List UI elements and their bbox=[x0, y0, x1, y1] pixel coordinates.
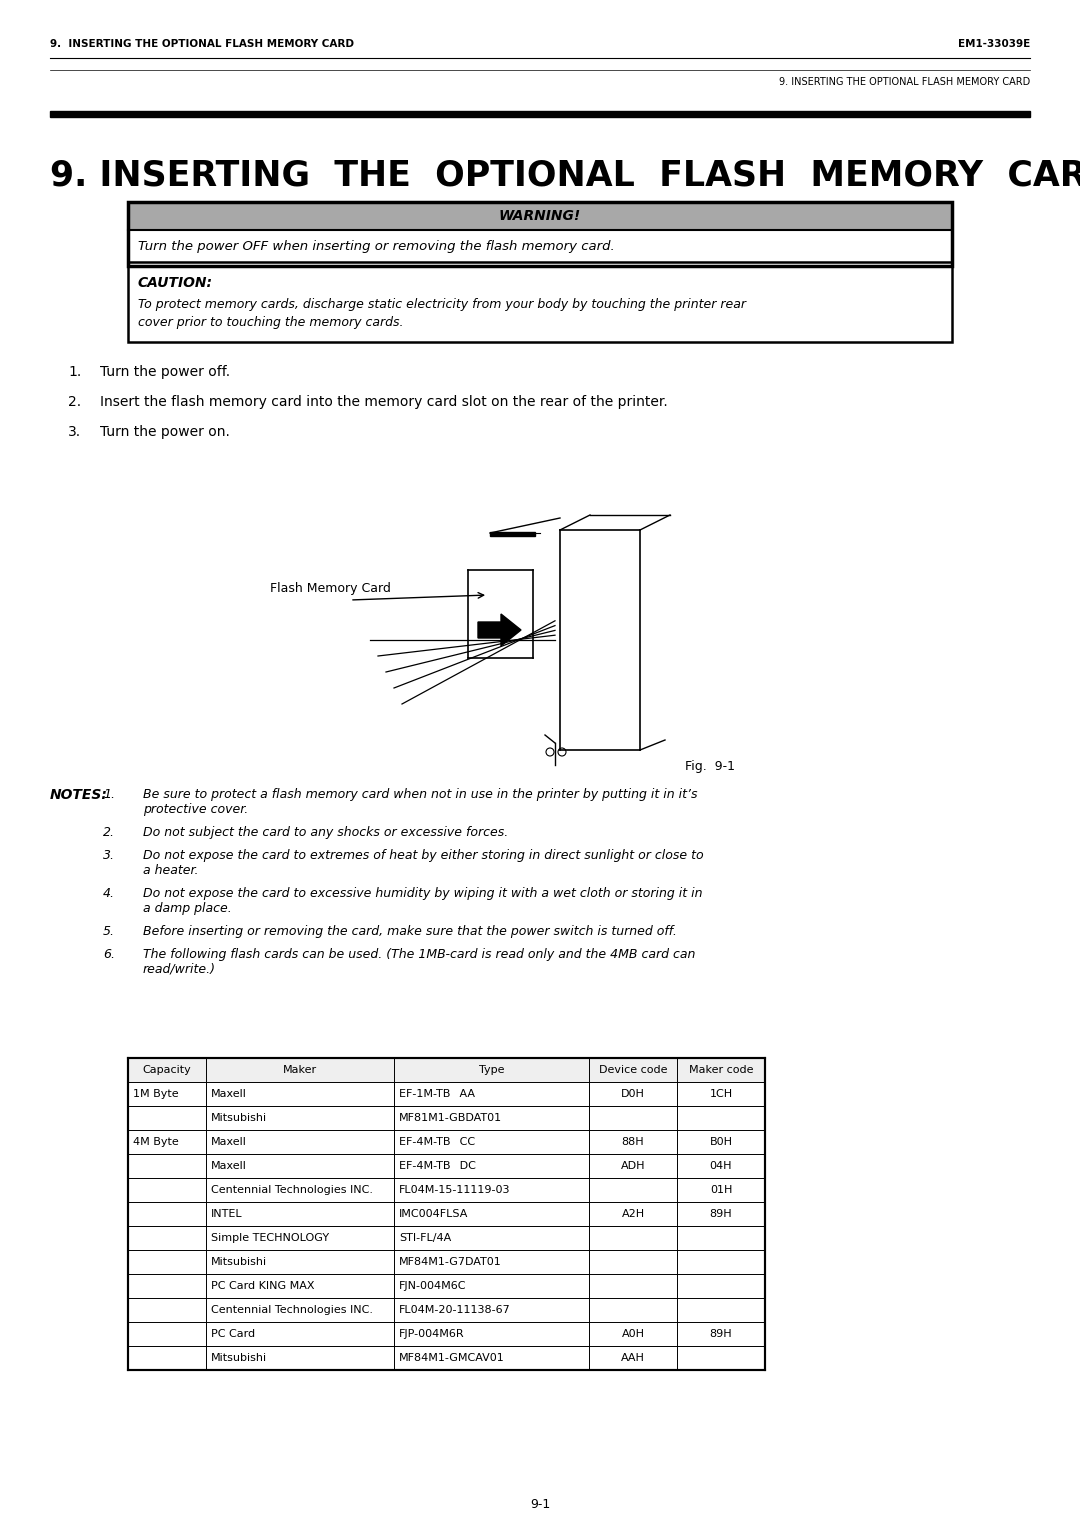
Text: A0H: A0H bbox=[621, 1328, 645, 1339]
Text: Mitsubishi: Mitsubishi bbox=[211, 1257, 267, 1267]
Text: Maxell: Maxell bbox=[211, 1089, 247, 1100]
Text: 9.  INSERTING THE OPTIONAL FLASH MEMORY CARD: 9. INSERTING THE OPTIONAL FLASH MEMORY C… bbox=[50, 40, 354, 49]
Text: Do not subject the card to any shocks or excessive forces.: Do not subject the card to any shocks or… bbox=[143, 827, 509, 839]
Bar bbox=[490, 532, 535, 535]
Text: 04H: 04H bbox=[710, 1161, 732, 1171]
Text: Turn the power on.: Turn the power on. bbox=[100, 425, 230, 439]
Text: The following flash cards can be used. (The 1MB-card is read only and the 4MB ca: The following flash cards can be used. (… bbox=[143, 949, 696, 961]
Text: MF84M1-GMCAV01: MF84M1-GMCAV01 bbox=[399, 1353, 504, 1363]
Text: FJP-004M6R: FJP-004M6R bbox=[399, 1328, 464, 1339]
Text: Mitsubishi: Mitsubishi bbox=[211, 1113, 267, 1122]
Text: MF84M1-G7DAT01: MF84M1-G7DAT01 bbox=[399, 1257, 502, 1267]
Text: Be sure to protect a flash memory card when not in use in the printer by putting: Be sure to protect a flash memory card w… bbox=[143, 788, 698, 801]
Text: Before inserting or removing the card, make sure that the power switch is turned: Before inserting or removing the card, m… bbox=[143, 926, 677, 938]
Text: 1CH: 1CH bbox=[710, 1089, 732, 1100]
Text: 5.: 5. bbox=[103, 926, 114, 938]
Text: Do not expose the card to excessive humidity by wiping it with a wet cloth or st: Do not expose the card to excessive humi… bbox=[143, 888, 702, 900]
Text: 3.: 3. bbox=[68, 425, 81, 439]
Text: A2H: A2H bbox=[621, 1209, 645, 1218]
Text: IMC004FLSA: IMC004FLSA bbox=[399, 1209, 469, 1218]
Text: EF-4M-TB  CC: EF-4M-TB CC bbox=[399, 1138, 481, 1147]
Text: 3.: 3. bbox=[103, 849, 114, 862]
Text: 89H: 89H bbox=[710, 1209, 732, 1218]
Text: D0H: D0H bbox=[621, 1089, 645, 1100]
Text: FL04M-20-11138-67: FL04M-20-11138-67 bbox=[399, 1305, 511, 1315]
Text: 89H: 89H bbox=[710, 1328, 732, 1339]
Bar bbox=[130, 203, 950, 230]
Text: B0H: B0H bbox=[710, 1138, 732, 1147]
Text: 9. INSERTING  THE  OPTIONAL  FLASH  MEMORY  CARD: 9. INSERTING THE OPTIONAL FLASH MEMORY C… bbox=[50, 159, 1080, 192]
Text: 1.: 1. bbox=[103, 788, 114, 801]
Text: 88H: 88H bbox=[622, 1138, 645, 1147]
Text: Fig.  9-1: Fig. 9-1 bbox=[685, 759, 735, 773]
Bar bbox=[129, 1058, 765, 1083]
Text: 1M Byte: 1M Byte bbox=[133, 1089, 178, 1100]
Text: NOTES:: NOTES: bbox=[50, 788, 108, 802]
Text: Maker code: Maker code bbox=[689, 1064, 753, 1075]
Text: PC Card: PC Card bbox=[211, 1328, 255, 1339]
Text: Type: Type bbox=[478, 1064, 504, 1075]
Text: 4.: 4. bbox=[103, 888, 114, 900]
Text: STI-FL/4A: STI-FL/4A bbox=[399, 1234, 451, 1243]
Text: To protect memory cards, discharge static electricity from your body by touching: To protect memory cards, discharge stati… bbox=[138, 297, 746, 311]
Text: CAUTION:: CAUTION: bbox=[138, 276, 213, 290]
Text: read/write.): read/write.) bbox=[143, 962, 216, 976]
Text: INTEL: INTEL bbox=[211, 1209, 243, 1218]
Text: EF-1M-TB  AA: EF-1M-TB AA bbox=[399, 1089, 481, 1100]
Text: 2.: 2. bbox=[103, 827, 114, 839]
Text: FJN-004M6C: FJN-004M6C bbox=[399, 1281, 467, 1292]
Text: Turn the power OFF when inserting or removing the flash memory card.: Turn the power OFF when inserting or rem… bbox=[138, 239, 615, 253]
Text: 6.: 6. bbox=[103, 949, 114, 961]
Text: protective cover.: protective cover. bbox=[143, 804, 248, 816]
Text: EM1-33039E: EM1-33039E bbox=[958, 40, 1030, 49]
Text: EF-4M-TB  DC: EF-4M-TB DC bbox=[399, 1161, 482, 1171]
Text: MF81M1-GBDAT01: MF81M1-GBDAT01 bbox=[399, 1113, 502, 1122]
Text: Maker: Maker bbox=[283, 1064, 318, 1075]
Text: cover prior to touching the memory cards.: cover prior to touching the memory cards… bbox=[138, 316, 404, 329]
Text: 9. INSERTING THE OPTIONAL FLASH MEMORY CARD: 9. INSERTING THE OPTIONAL FLASH MEMORY C… bbox=[779, 76, 1030, 87]
Polygon shape bbox=[478, 615, 521, 647]
Text: WARNING!: WARNING! bbox=[499, 209, 581, 223]
Text: Flash Memory Card: Flash Memory Card bbox=[270, 583, 391, 595]
Bar bbox=[50, 111, 1030, 117]
Bar bbox=[129, 1058, 765, 1369]
Text: 4M Byte: 4M Byte bbox=[133, 1138, 179, 1147]
Text: Device code: Device code bbox=[598, 1064, 667, 1075]
Text: Simple TECHNOLOGY: Simple TECHNOLOGY bbox=[211, 1234, 329, 1243]
Bar bbox=[129, 262, 951, 342]
Text: Maxell: Maxell bbox=[211, 1138, 247, 1147]
Text: Capacity: Capacity bbox=[143, 1064, 191, 1075]
Text: Centennial Technologies INC.: Centennial Technologies INC. bbox=[211, 1305, 373, 1315]
Text: a damp place.: a damp place. bbox=[143, 901, 232, 915]
Text: Mitsubishi: Mitsubishi bbox=[211, 1353, 267, 1363]
Text: 1.: 1. bbox=[68, 364, 81, 380]
Text: Insert the flash memory card into the memory card slot on the rear of the printe: Insert the flash memory card into the me… bbox=[100, 395, 667, 409]
Text: Do not expose the card to extremes of heat by either storing in direct sunlight : Do not expose the card to extremes of he… bbox=[143, 849, 704, 862]
Text: 9-1: 9-1 bbox=[530, 1499, 550, 1511]
Text: FL04M-15-11119-03: FL04M-15-11119-03 bbox=[399, 1185, 511, 1196]
Text: a heater.: a heater. bbox=[143, 865, 199, 877]
Text: ADH: ADH bbox=[621, 1161, 645, 1171]
Text: 01H: 01H bbox=[710, 1185, 732, 1196]
Text: AAH: AAH bbox=[621, 1353, 645, 1363]
Text: Turn the power off.: Turn the power off. bbox=[100, 364, 230, 380]
Text: Centennial Technologies INC.: Centennial Technologies INC. bbox=[211, 1185, 373, 1196]
Text: Maxell: Maxell bbox=[211, 1161, 247, 1171]
Bar bbox=[129, 201, 951, 265]
Text: PC Card KING MAX: PC Card KING MAX bbox=[211, 1281, 314, 1292]
Text: 2.: 2. bbox=[68, 395, 81, 409]
